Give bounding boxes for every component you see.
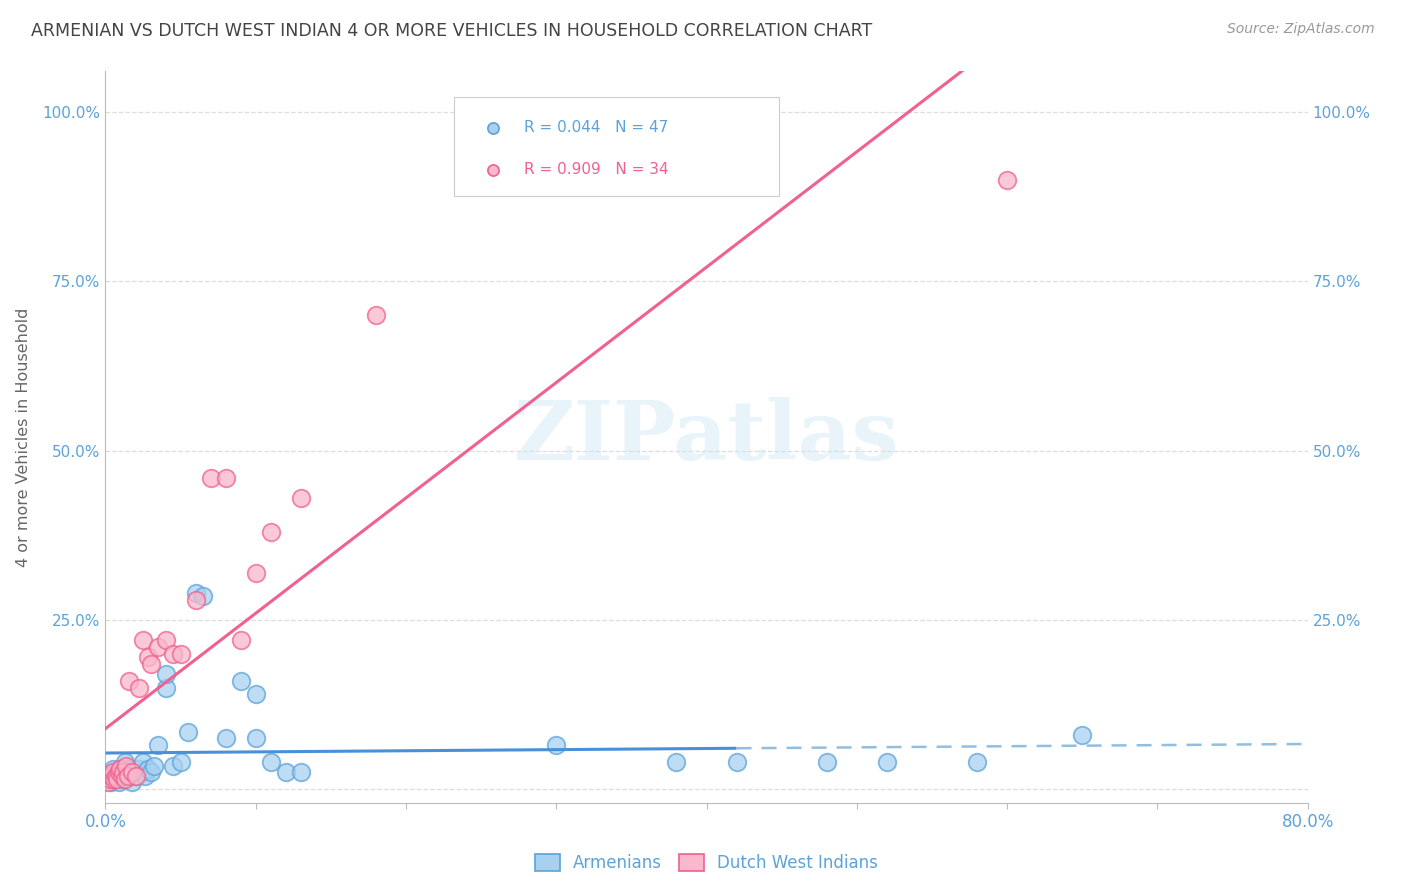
Point — [121, 775, 143, 789]
Legend: Armenians, Dutch West Indians: Armenians, Dutch West Indians — [529, 847, 884, 879]
Point — [104, 772, 127, 786]
Point — [107, 772, 129, 786]
Point — [107, 765, 129, 780]
Point — [117, 762, 139, 776]
Point — [114, 772, 136, 786]
Point — [111, 769, 134, 783]
Point — [101, 762, 124, 776]
Point — [115, 769, 138, 783]
Point — [132, 633, 155, 648]
Point — [184, 586, 207, 600]
Point — [112, 765, 135, 780]
Point — [118, 765, 141, 780]
Point — [108, 765, 131, 780]
Point — [131, 765, 153, 780]
Point — [245, 688, 267, 702]
Point — [155, 681, 177, 695]
Point — [98, 772, 121, 786]
Point — [115, 758, 138, 772]
Point — [260, 524, 283, 539]
Point — [162, 758, 184, 772]
Point — [725, 755, 748, 769]
Point — [191, 589, 214, 603]
Point — [120, 769, 142, 783]
Point — [108, 775, 131, 789]
Point — [117, 769, 139, 783]
Point — [290, 491, 312, 505]
Point — [214, 731, 236, 746]
Point — [665, 755, 688, 769]
Point — [110, 762, 132, 776]
Point — [132, 755, 155, 769]
Point — [134, 769, 156, 783]
Point — [966, 755, 988, 769]
Point — [578, 157, 600, 171]
Point — [104, 769, 127, 783]
Point — [97, 775, 120, 789]
Point — [876, 755, 898, 769]
Point — [364, 308, 387, 322]
Point — [155, 667, 177, 681]
Point — [124, 769, 146, 783]
Point — [214, 471, 236, 485]
Text: ZIPatlas: ZIPatlas — [513, 397, 900, 477]
Point — [136, 762, 159, 776]
Point — [229, 633, 252, 648]
Point — [103, 769, 125, 783]
Point — [111, 769, 134, 783]
Point — [245, 731, 267, 746]
Point — [128, 762, 150, 776]
Point — [97, 769, 120, 783]
Point — [578, 196, 600, 211]
Point — [184, 592, 207, 607]
Point — [101, 765, 124, 780]
Point — [815, 755, 838, 769]
Point — [139, 657, 162, 671]
Point — [100, 769, 122, 783]
Point — [142, 758, 165, 772]
Text: R = 0.909   N = 34: R = 0.909 N = 34 — [524, 162, 668, 178]
FancyBboxPatch shape — [454, 97, 779, 195]
Point — [103, 772, 125, 786]
Point — [169, 755, 191, 769]
Point — [118, 673, 141, 688]
Point — [274, 765, 297, 780]
Point — [124, 769, 146, 783]
Point — [245, 566, 267, 580]
Point — [146, 640, 169, 654]
Text: ARMENIAN VS DUTCH WEST INDIAN 4 OR MORE VEHICLES IN HOUSEHOLD CORRELATION CHART: ARMENIAN VS DUTCH WEST INDIAN 4 OR MORE … — [31, 22, 872, 40]
Y-axis label: 4 or more Vehicles in Household: 4 or more Vehicles in Household — [17, 308, 31, 566]
Point — [995, 172, 1018, 186]
Point — [546, 738, 568, 752]
Point — [100, 775, 122, 789]
Text: Source: ZipAtlas.com: Source: ZipAtlas.com — [1227, 22, 1375, 37]
Point — [260, 755, 283, 769]
Point — [162, 647, 184, 661]
Point — [128, 681, 150, 695]
Point — [121, 765, 143, 780]
Point — [136, 650, 159, 665]
Point — [1071, 728, 1094, 742]
Point — [114, 755, 136, 769]
Point — [110, 765, 132, 780]
Point — [155, 633, 177, 648]
Point — [169, 647, 191, 661]
Point — [177, 724, 200, 739]
Point — [200, 471, 222, 485]
Point — [110, 762, 132, 776]
Point — [139, 765, 162, 780]
Point — [146, 738, 169, 752]
Point — [290, 765, 312, 780]
Point — [112, 772, 135, 786]
Point — [229, 673, 252, 688]
Text: R = 0.044   N = 47: R = 0.044 N = 47 — [524, 120, 668, 136]
